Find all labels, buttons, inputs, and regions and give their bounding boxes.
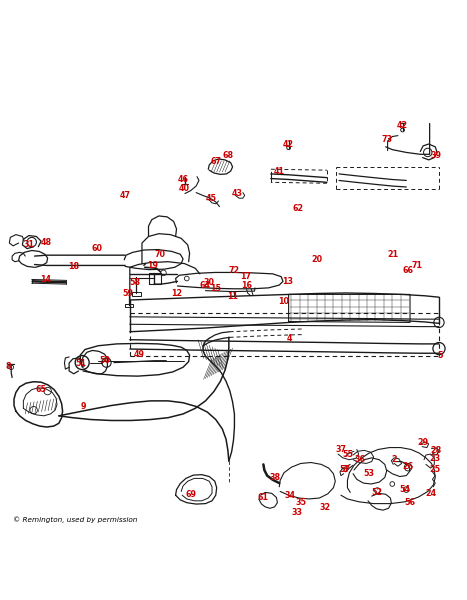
Text: 26: 26: [403, 462, 414, 471]
Bar: [125, 304, 133, 307]
Text: 58: 58: [129, 278, 140, 287]
Text: 33: 33: [291, 508, 303, 517]
Text: 53: 53: [363, 469, 375, 478]
Text: 40: 40: [178, 184, 190, 193]
Text: 28: 28: [431, 446, 442, 455]
Text: 14: 14: [40, 275, 51, 284]
Text: 70: 70: [154, 250, 165, 259]
Text: 60: 60: [92, 244, 103, 253]
Text: © Remington, used by permission: © Remington, used by permission: [13, 517, 137, 523]
Text: 71: 71: [411, 261, 422, 270]
Text: 48: 48: [40, 238, 51, 247]
Text: 45: 45: [205, 194, 217, 203]
Text: 41: 41: [274, 167, 285, 176]
Text: 54: 54: [400, 485, 411, 494]
Text: 73: 73: [381, 135, 392, 144]
Text: 16: 16: [241, 281, 252, 290]
Text: 57: 57: [339, 464, 350, 473]
Text: 62: 62: [292, 204, 304, 213]
Text: 31: 31: [23, 241, 35, 250]
Text: 64: 64: [200, 281, 211, 290]
Text: 38: 38: [270, 473, 281, 482]
Text: 25: 25: [430, 464, 441, 473]
Text: 5: 5: [437, 350, 443, 359]
Text: 37: 37: [335, 445, 347, 454]
Text: 2: 2: [392, 455, 397, 464]
Text: 34: 34: [284, 491, 295, 500]
Text: 8: 8: [6, 362, 11, 371]
Text: 51: 51: [76, 359, 87, 368]
Text: 55: 55: [342, 449, 353, 458]
Text: 42: 42: [283, 140, 294, 149]
Text: 3: 3: [343, 464, 348, 473]
Text: 67: 67: [210, 157, 221, 166]
Text: 18: 18: [68, 262, 79, 271]
Text: 11: 11: [227, 292, 238, 301]
Text: 32: 32: [319, 503, 331, 512]
Text: 10: 10: [278, 298, 290, 307]
Text: 49: 49: [134, 350, 145, 359]
Text: 12: 12: [171, 289, 182, 298]
Text: 50: 50: [99, 356, 110, 365]
Text: 61: 61: [258, 493, 269, 502]
Text: 69: 69: [185, 490, 196, 499]
Text: 59: 59: [122, 289, 134, 298]
Text: 23: 23: [430, 454, 441, 463]
Text: 65: 65: [35, 385, 47, 394]
Text: 36: 36: [354, 455, 365, 464]
Text: 9: 9: [80, 402, 86, 411]
Text: 72: 72: [229, 266, 240, 275]
Text: 52: 52: [372, 488, 383, 497]
Text: 66: 66: [403, 266, 414, 275]
Text: 47: 47: [120, 191, 131, 200]
Text: 20: 20: [311, 256, 322, 265]
Bar: [132, 292, 141, 296]
Text: 42: 42: [397, 121, 408, 130]
Text: 68: 68: [222, 151, 234, 160]
Text: 46: 46: [177, 175, 189, 184]
Text: 15: 15: [210, 284, 221, 293]
Text: 56: 56: [404, 498, 416, 507]
Text: 30: 30: [204, 278, 215, 287]
Text: 43: 43: [232, 189, 243, 198]
Text: 4: 4: [287, 334, 292, 343]
Text: 19: 19: [147, 261, 158, 270]
Text: 35: 35: [295, 498, 306, 507]
Text: 13: 13: [282, 277, 293, 286]
Text: 24: 24: [425, 489, 436, 498]
Text: 29: 29: [417, 439, 429, 448]
Text: 39: 39: [431, 151, 442, 160]
Text: 21: 21: [388, 250, 399, 259]
Text: 17: 17: [240, 272, 251, 281]
